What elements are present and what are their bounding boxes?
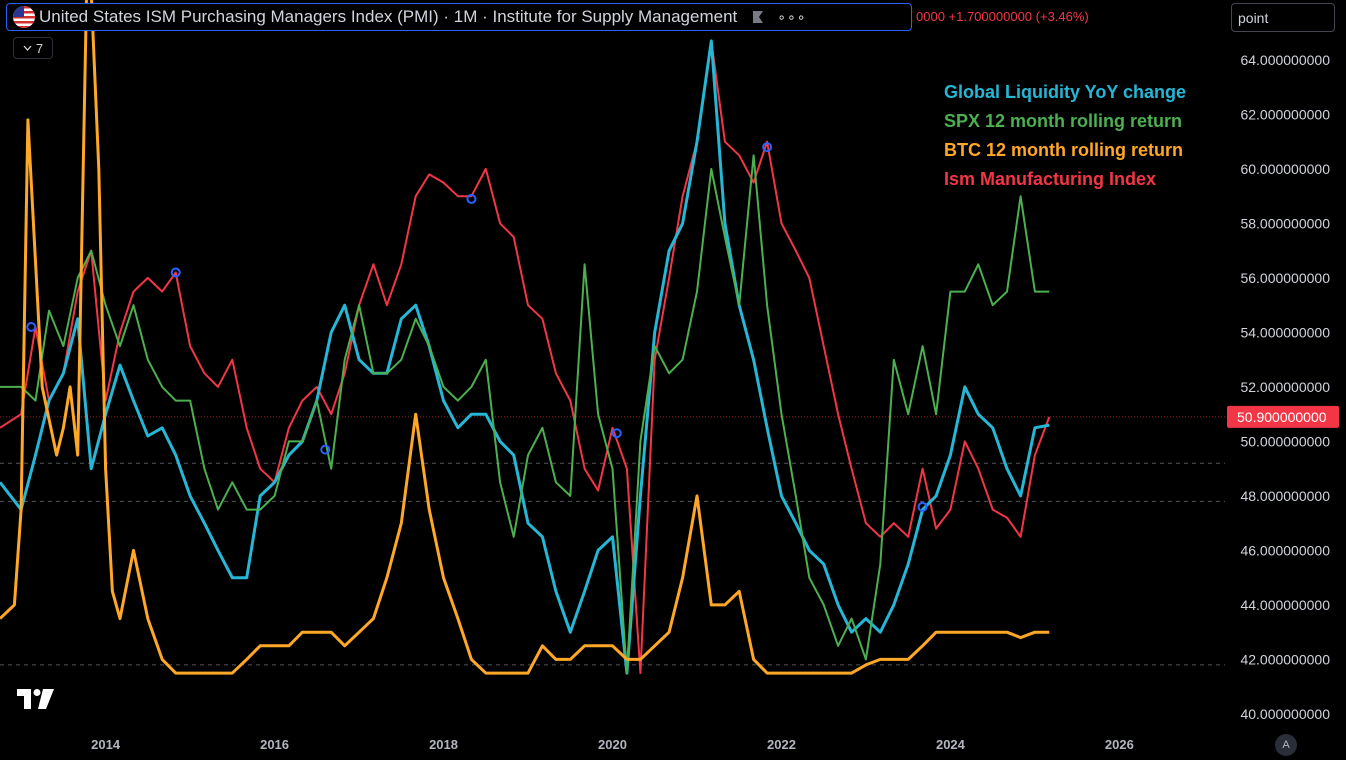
marker-layer bbox=[26, 142, 928, 512]
auto-scale-button[interactable]: A bbox=[1275, 734, 1297, 756]
search-input[interactable] bbox=[1231, 3, 1335, 32]
data-marker[interactable] bbox=[611, 428, 622, 439]
x-tick-label: 2018 bbox=[429, 737, 458, 752]
x-axis[interactable]: 2014 2016 2018 2020 2022 2024 2026 bbox=[91, 737, 1134, 752]
x-tick-label: 2016 bbox=[260, 737, 289, 752]
y-tick-label: 56.000000000 bbox=[1240, 270, 1330, 286]
x-tick-label: 2020 bbox=[598, 737, 627, 752]
reference-lines bbox=[0, 462, 1225, 666]
data-marker[interactable] bbox=[762, 142, 773, 153]
series-line-spx-12-month-rolling-return bbox=[0, 154, 1050, 675]
legend-item-ism: Ism Manufacturing Index bbox=[944, 169, 1157, 189]
series-line-global-liquidity-yoy-change bbox=[0, 39, 1050, 675]
x-tick-label: 2014 bbox=[91, 737, 121, 752]
data-marker[interactable] bbox=[466, 193, 477, 204]
series-line-ism-manufacturing-index bbox=[0, 39, 1051, 675]
price-change: 0000 +1.700000000 (+3.46%) bbox=[916, 9, 1089, 24]
us-flag-icon bbox=[13, 6, 35, 28]
y-tick-label: 52.000000000 bbox=[1240, 379, 1330, 395]
symbol-header[interactable]: United States ISM Purchasing Managers In… bbox=[6, 3, 912, 31]
data-marker[interactable] bbox=[26, 321, 37, 332]
x-tick-label: 2022 bbox=[767, 737, 796, 752]
series-line-btc-12-month-rolling-return bbox=[0, 0, 1050, 675]
data-marker[interactable] bbox=[917, 501, 928, 512]
y-tick-label: 50.000000000 bbox=[1240, 433, 1330, 449]
chevron-down-icon bbox=[23, 45, 32, 51]
y-tick-label: 46.000000000 bbox=[1240, 542, 1330, 558]
y-tick-label: 62.000000000 bbox=[1240, 106, 1330, 122]
x-tick-label: 2026 bbox=[1105, 737, 1134, 752]
last-price-label: 50.900000000 bbox=[1237, 409, 1327, 425]
y-tick-label: 44.000000000 bbox=[1240, 597, 1330, 613]
legend-item-btc: BTC 12 month rolling return bbox=[944, 140, 1184, 160]
symbol-title: United States ISM Purchasing Managers In… bbox=[39, 7, 738, 26]
flag-icon[interactable] bbox=[751, 10, 765, 24]
legend-item-liquidity: Global Liquidity YoY change bbox=[944, 82, 1187, 102]
x-tick-label: 2024 bbox=[936, 737, 966, 752]
y-tick-label: 42.000000000 bbox=[1240, 651, 1330, 667]
y-tick-label: 40.000000000 bbox=[1240, 706, 1330, 722]
y-tick-label: 60.000000000 bbox=[1240, 161, 1330, 177]
data-marker[interactable] bbox=[320, 444, 331, 455]
legend-item-spx: SPX 12 month rolling return bbox=[944, 111, 1183, 131]
tradingview-logo-icon[interactable] bbox=[17, 689, 55, 714]
y-axis[interactable]: 40.000000000 42.000000000 44.000000000 46.0… bbox=[1240, 52, 1330, 722]
more-options-icon[interactable]: ∘∘∘ bbox=[777, 8, 807, 25]
y-tick-label: 64.000000000 bbox=[1240, 52, 1330, 68]
indicators-toggle-button[interactable]: 7 bbox=[13, 37, 53, 59]
data-marker[interactable] bbox=[170, 267, 181, 278]
y-tick-label: 48.000000000 bbox=[1240, 488, 1330, 504]
y-tick-label: 58.000000000 bbox=[1240, 215, 1330, 231]
indicators-count: 7 bbox=[35, 40, 44, 56]
y-tick-label: 54.000000000 bbox=[1240, 324, 1330, 340]
legend: Global Liquidity YoY change SPX 12 month… bbox=[944, 78, 1186, 194]
last-price-tag: 50.900000000 bbox=[1227, 405, 1339, 428]
series-layer bbox=[0, 0, 1051, 675]
